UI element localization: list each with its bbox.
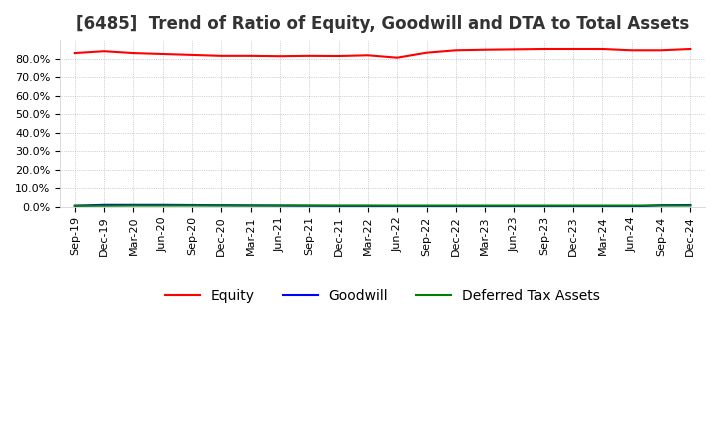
Equity	[246, 53, 255, 59]
Line: Equity: Equity	[75, 49, 690, 58]
Equity	[276, 54, 284, 59]
Goodwill	[364, 203, 372, 209]
Equity	[657, 48, 665, 53]
Deferred Tax Assets	[481, 203, 490, 208]
Deferred Tax Assets	[276, 203, 284, 208]
Equity	[305, 53, 314, 59]
Deferred Tax Assets	[246, 203, 255, 208]
Deferred Tax Assets	[100, 203, 109, 209]
Line: Goodwill: Goodwill	[75, 205, 690, 206]
Goodwill	[129, 202, 138, 207]
Goodwill	[305, 203, 314, 209]
Deferred Tax Assets	[393, 203, 402, 208]
Deferred Tax Assets	[657, 203, 665, 208]
Equity	[364, 53, 372, 58]
Equity	[217, 53, 225, 59]
Equity	[422, 50, 431, 55]
Goodwill	[393, 203, 402, 209]
Goodwill	[569, 204, 577, 209]
Equity	[598, 46, 607, 51]
Deferred Tax Assets	[71, 203, 79, 209]
Equity	[569, 46, 577, 51]
Equity	[334, 53, 343, 59]
Deferred Tax Assets	[217, 203, 225, 208]
Goodwill	[510, 204, 519, 209]
Deferred Tax Assets	[686, 203, 695, 208]
Equity	[393, 55, 402, 60]
Equity	[100, 48, 109, 54]
Goodwill	[481, 204, 490, 209]
Equity	[510, 47, 519, 52]
Goodwill	[71, 203, 79, 209]
Title: [6485]  Trend of Ratio of Equity, Goodwill and DTA to Total Assets: [6485] Trend of Ratio of Equity, Goodwil…	[76, 15, 689, 33]
Deferred Tax Assets	[598, 203, 607, 208]
Goodwill	[657, 202, 665, 208]
Deferred Tax Assets	[422, 203, 431, 208]
Goodwill	[100, 202, 109, 207]
Deferred Tax Assets	[569, 203, 577, 208]
Deferred Tax Assets	[364, 203, 372, 208]
Goodwill	[276, 203, 284, 208]
Deferred Tax Assets	[305, 203, 314, 208]
Goodwill	[539, 204, 548, 209]
Equity	[158, 51, 167, 57]
Deferred Tax Assets	[627, 203, 636, 208]
Equity	[188, 52, 197, 58]
Goodwill	[422, 204, 431, 209]
Goodwill	[451, 204, 460, 209]
Goodwill	[246, 203, 255, 208]
Equity	[627, 48, 636, 53]
Equity	[686, 46, 695, 51]
Deferred Tax Assets	[129, 203, 138, 208]
Equity	[539, 46, 548, 51]
Equity	[481, 47, 490, 52]
Equity	[71, 51, 79, 56]
Goodwill	[217, 202, 225, 208]
Goodwill	[158, 202, 167, 207]
Deferred Tax Assets	[510, 203, 519, 208]
Legend: Equity, Goodwill, Deferred Tax Assets: Equity, Goodwill, Deferred Tax Assets	[160, 283, 606, 308]
Deferred Tax Assets	[539, 203, 548, 208]
Goodwill	[627, 204, 636, 209]
Goodwill	[598, 204, 607, 209]
Deferred Tax Assets	[334, 203, 343, 208]
Goodwill	[334, 203, 343, 209]
Equity	[451, 48, 460, 53]
Deferred Tax Assets	[158, 203, 167, 208]
Deferred Tax Assets	[188, 203, 197, 208]
Deferred Tax Assets	[451, 203, 460, 208]
Goodwill	[188, 202, 197, 208]
Equity	[129, 51, 138, 56]
Goodwill	[686, 202, 695, 208]
